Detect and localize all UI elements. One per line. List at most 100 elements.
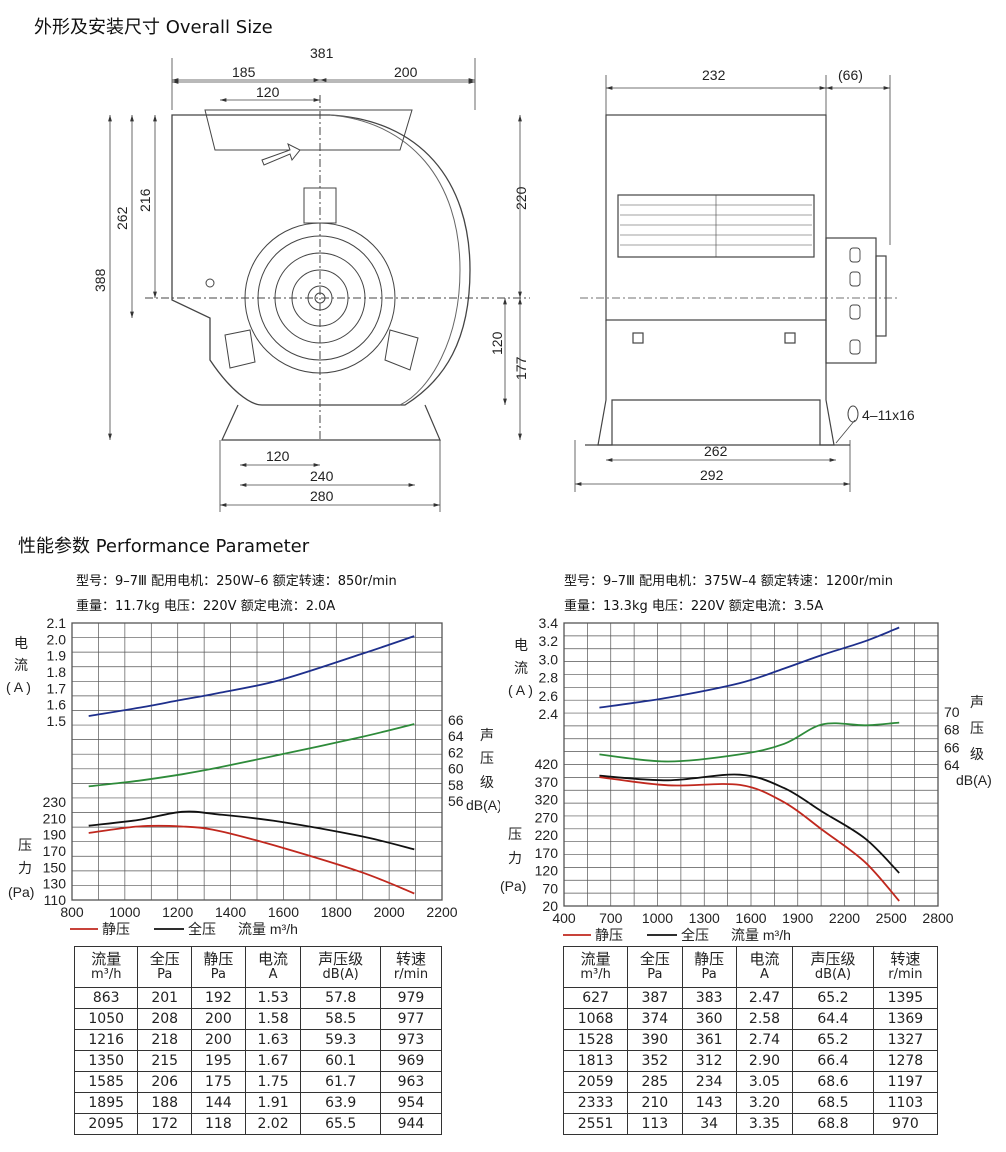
front-dimension-lines bbox=[108, 58, 522, 512]
table-cell: 2059 bbox=[562, 1071, 629, 1093]
current-tick-label: 2.6 bbox=[539, 688, 559, 704]
side-dimension-lines bbox=[574, 75, 891, 492]
table-cell: 352 bbox=[627, 1050, 683, 1072]
current-curve bbox=[599, 626, 900, 709]
table-row: 1216 218 200 1.63 59.3 973 bbox=[73, 1029, 443, 1051]
table-row: 1813 352 312 2.90 66.4 1278 bbox=[562, 1050, 939, 1072]
sound-axis-label: 声 bbox=[970, 694, 984, 710]
left-spec-line1: 型号：9–7Ⅲ 配用电机：250W–6 额定转速：850r/min bbox=[76, 574, 397, 589]
table-cell: 200 bbox=[191, 1008, 246, 1030]
sound-axis-label: 压 bbox=[970, 720, 984, 736]
side-view bbox=[580, 114, 900, 446]
table-cell: 118 bbox=[191, 1113, 246, 1135]
dim-292: 292 bbox=[700, 467, 724, 483]
table-cell: 1.91 bbox=[244, 1092, 302, 1114]
legend-flow-label: 流量 m³/h bbox=[731, 927, 791, 943]
current-tick-label: 2.8 bbox=[539, 670, 559, 686]
x-tick-label: 1900 bbox=[782, 910, 813, 926]
table-cell: 68.8 bbox=[792, 1113, 874, 1135]
left-performance-table: 流量 m³/h 全压 Pa 静压 Pa 电流 A 声压级 dB(A) 转速 r/min 863 201 1… bbox=[73, 946, 443, 1135]
header-label: 声压级 bbox=[810, 950, 856, 968]
current-axis-label: ( A ) bbox=[508, 682, 533, 698]
header-label: 转速 bbox=[890, 950, 921, 968]
x-tick-label: 2200 bbox=[426, 904, 457, 920]
table-cell: 2333 bbox=[562, 1092, 629, 1114]
header-unit: dB(A) bbox=[814, 967, 852, 982]
pressure-axis-label: (Pa) bbox=[500, 878, 526, 894]
table-row: 627 387 383 2.47 65.2 1395 bbox=[562, 987, 939, 1009]
x-tick-label: 400 bbox=[552, 910, 576, 926]
table-cell: 64.4 bbox=[792, 1008, 874, 1030]
header-label: 声压级 bbox=[318, 950, 364, 968]
right-performance-chart: 400 700 1000 1300 1600 1900 2200 2500 2800 3.4 3.2… bbox=[500, 615, 992, 943]
header-unit: dB(A) bbox=[322, 967, 359, 982]
static-pressure-curve bbox=[599, 776, 900, 902]
table-cell: 208 bbox=[137, 1008, 193, 1030]
table-cell: 172 bbox=[137, 1113, 193, 1135]
total-pressure-curve bbox=[599, 773, 900, 874]
table-cell: 863 bbox=[73, 987, 139, 1009]
current-axis-label: 电 bbox=[514, 637, 528, 653]
dim-185: 185 bbox=[232, 64, 256, 80]
table-cell: 627 bbox=[562, 987, 629, 1009]
x-tick-label: 2800 bbox=[922, 910, 953, 926]
dim-240: 240 bbox=[310, 468, 334, 484]
table-cell: 1528 bbox=[562, 1029, 629, 1051]
current-tick-label: 1.5 bbox=[47, 713, 67, 729]
table-cell: 210 bbox=[627, 1092, 683, 1114]
table-cell: 970 bbox=[872, 1113, 939, 1135]
table-cell: 1350 bbox=[73, 1050, 139, 1072]
x-tick-label: 2500 bbox=[876, 910, 907, 926]
header-unit: m³/h bbox=[90, 967, 122, 982]
current-tick-label: 1.8 bbox=[47, 664, 67, 680]
table-cell: 1327 bbox=[872, 1029, 939, 1051]
pressure-axis-label: 压 bbox=[508, 826, 522, 842]
table-cell: 973 bbox=[379, 1029, 443, 1051]
pressure-tick-label: 170 bbox=[535, 845, 559, 861]
x-tick-label: 2000 bbox=[374, 904, 405, 920]
table-cell: 113 bbox=[627, 1113, 683, 1135]
table-row: 1050 208 200 1.58 58.5 977 bbox=[73, 1008, 443, 1030]
current-tick-label: 3.4 bbox=[539, 615, 559, 631]
table-cell: 206 bbox=[137, 1071, 193, 1093]
pressure-axis-label: 压 bbox=[18, 837, 32, 853]
table-cell: 65.2 bbox=[792, 987, 874, 1009]
side-dimension-labels: 232 (66) 262 292 4–11x16 bbox=[700, 67, 915, 483]
sound-axis-label: dB(A) bbox=[466, 797, 500, 813]
table-header: 电流 A bbox=[735, 946, 794, 988]
sound-axis-label: dB(A) bbox=[956, 772, 992, 788]
table-cell: 1895 bbox=[73, 1092, 139, 1114]
header-label: 静压 bbox=[694, 950, 725, 968]
pressure-tick-label: 70 bbox=[542, 880, 558, 896]
total-pressure-curve bbox=[88, 810, 415, 851]
header-label: 全压 bbox=[639, 950, 670, 968]
pressure-tick-label: 130 bbox=[43, 876, 67, 892]
right-spec-line1: 型号：9–7Ⅲ 配用电机：375W–4 额定转速：1200r/min bbox=[564, 574, 894, 589]
pressure-axis-label: (Pa) bbox=[8, 884, 34, 900]
table-header: 流量 m³/h bbox=[73, 946, 139, 988]
table-cell: 65.2 bbox=[792, 1029, 874, 1051]
table-cell: 234 bbox=[681, 1071, 737, 1093]
table-header: 电流 A bbox=[244, 946, 302, 988]
front-view bbox=[145, 95, 530, 441]
dim-262-side: 262 bbox=[704, 443, 728, 459]
pressure-tick-label: 170 bbox=[43, 843, 67, 859]
header-label: 流量 bbox=[91, 950, 122, 968]
table-cell: 969 bbox=[379, 1050, 443, 1072]
chart-grid bbox=[563, 622, 939, 907]
sound-tick-label: 64 bbox=[944, 757, 960, 773]
x-tick-label: 1600 bbox=[268, 904, 299, 920]
dim-280: 280 bbox=[310, 488, 334, 504]
left-spec-line2: 重量：11.7kg 电压：220V 额定电流：2.0A bbox=[76, 599, 336, 614]
front-dimension-labels: 381 185 200 120 262 216 388 220 120 177 … bbox=[92, 45, 529, 504]
overall-size-title: 外形及安装尺寸 Overall Size bbox=[34, 17, 273, 38]
table-cell: 1813 bbox=[562, 1050, 629, 1072]
header-label: 电流 bbox=[749, 950, 780, 968]
pressure-tick-label: 420 bbox=[535, 756, 559, 772]
x-tick-label: 1400 bbox=[215, 904, 246, 920]
header-label: 转速 bbox=[395, 950, 426, 968]
x-tick-label: 1000 bbox=[642, 910, 673, 926]
table-cell: 1103 bbox=[872, 1092, 939, 1114]
dim-232: 232 bbox=[702, 67, 726, 83]
legend-static-label: 静压 bbox=[102, 921, 130, 937]
